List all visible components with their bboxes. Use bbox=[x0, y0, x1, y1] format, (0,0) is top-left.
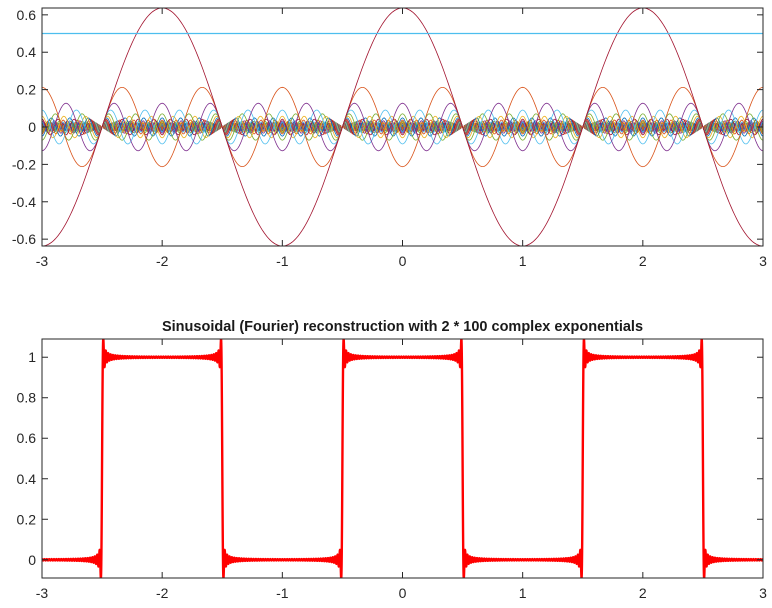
x-tick-label: -1 bbox=[276, 585, 289, 601]
harmonic-line-k9 bbox=[42, 113, 763, 141]
y-tick-label: -0.6 bbox=[12, 231, 36, 247]
x-tick-label: 2 bbox=[639, 253, 647, 269]
harmonic-lines bbox=[42, 8, 763, 246]
x-tick-label: 0 bbox=[399, 253, 407, 269]
x-tick-label: -2 bbox=[156, 585, 169, 601]
y-tick-label: 0.6 bbox=[17, 430, 37, 446]
harmonic-line-k17 bbox=[42, 119, 763, 135]
harmonic-line-k29 bbox=[42, 122, 763, 132]
x-tick-label: 2 bbox=[639, 585, 647, 601]
y-tick-label: 0.6 bbox=[17, 7, 37, 23]
reconstruction-title: Sinusoidal (Fourier) reconstruction with… bbox=[162, 319, 643, 335]
x-tick-label: 0 bbox=[399, 585, 407, 601]
y-tick-label: 0.2 bbox=[17, 511, 37, 527]
harmonic-line-k13 bbox=[42, 117, 763, 137]
y-tick-label: 0 bbox=[28, 552, 36, 568]
y-tick-label: -0.4 bbox=[12, 194, 36, 210]
harmonic-line-k3 bbox=[42, 86, 763, 168]
reconstruction-lines bbox=[42, 339, 763, 578]
y-tick-label: 0.8 bbox=[17, 390, 37, 406]
harmonic-line-k19 bbox=[42, 120, 763, 134]
reconstruction-line bbox=[42, 339, 763, 578]
x-tick-label: 3 bbox=[759, 585, 767, 601]
y-tick-label: 1 bbox=[28, 349, 36, 365]
harmonic-line-k31 bbox=[42, 122, 763, 132]
x-tick-label: -3 bbox=[36, 585, 49, 601]
harmonic-line-k97 bbox=[42, 125, 763, 129]
x-tick-label: 3 bbox=[759, 253, 767, 269]
harmonics-plot: -3 -2 -1 0 1 2 3 -0.6 -0.4 -0.2 0 0.2 0.4 0.6 bbox=[12, 7, 767, 269]
y-tick-label: 0.2 bbox=[17, 82, 37, 98]
harmonic-line-k25 bbox=[42, 121, 763, 133]
x-tick-label: 1 bbox=[519, 585, 527, 601]
y-tick-label: 0.4 bbox=[17, 44, 37, 60]
y-tick-label: 0 bbox=[28, 119, 36, 135]
reconstruction-axes-box bbox=[41, 338, 764, 579]
x-tick-label: -1 bbox=[276, 253, 289, 269]
x-tick-label: -2 bbox=[156, 253, 169, 269]
y-tick-label: 0.4 bbox=[17, 471, 37, 487]
harmonic-line-k15 bbox=[42, 118, 763, 136]
x-tick-label: -3 bbox=[36, 253, 49, 269]
reconstruction-plot: Sinusoidal (Fourier) reconstruction with… bbox=[17, 319, 768, 601]
y-tick-label: -0.2 bbox=[12, 156, 36, 172]
harmonic-line-k11 bbox=[42, 115, 763, 139]
harmonic-line-k5 bbox=[42, 102, 763, 152]
harmonics-ticks: -3 -2 -1 0 1 2 3 -0.6 -0.4 -0.2 0 0.2 0.4 0.6 bbox=[12, 7, 767, 269]
harmonic-line-k27 bbox=[42, 122, 763, 132]
x-tick-label: 1 bbox=[519, 253, 527, 269]
harmonic-line-k21 bbox=[42, 120, 763, 134]
reconstruction-ticks: -3 -2 -1 0 1 2 3 0 0.2 0.4 0.6 0.8 1 bbox=[17, 339, 767, 601]
harmonic-line-k23 bbox=[42, 121, 763, 133]
harmonic-line-k99 bbox=[42, 125, 763, 129]
harmonic-line-k7 bbox=[42, 109, 763, 145]
